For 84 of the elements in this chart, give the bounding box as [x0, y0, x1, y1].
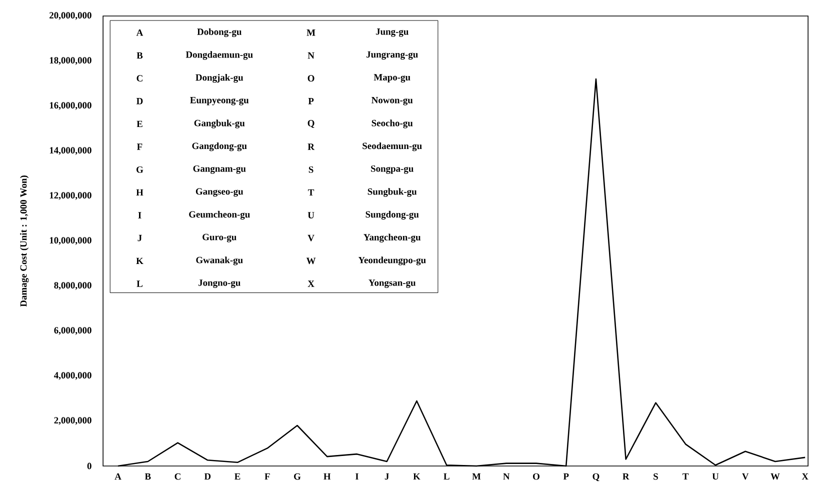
y-tick-label: 10,000,000: [50, 237, 92, 245]
annotation: B: [136, 52, 143, 59]
annotation: L: [136, 280, 142, 287]
annotation: Dongjak-gu: [196, 74, 244, 83]
annotation: Q: [308, 120, 314, 128]
annotation: Gwanak-gu: [196, 256, 243, 266]
annotation: Songpa-gu: [371, 165, 414, 174]
y-tick-label: 18,000,000: [50, 57, 92, 65]
annotation: Geumcheon-gu: [189, 210, 250, 220]
annotation: F: [136, 144, 142, 150]
annotation: Yangcheon-gu: [364, 234, 421, 242]
y-tick-label: 2,000,000: [54, 417, 92, 425]
x-tick-label: S: [654, 473, 658, 480]
annotation: S: [308, 166, 314, 173]
x-tick-label: B: [144, 473, 151, 480]
annotation: Seodaemun-gu: [362, 142, 422, 152]
y-tick-label: 14,000,000: [50, 147, 92, 155]
annotation: X: [308, 280, 314, 287]
annotation: H: [136, 189, 144, 196]
annotation: J: [138, 234, 142, 242]
annotation: Sungbuk-gu: [368, 188, 417, 197]
annotation: E: [136, 120, 142, 128]
annotation: V: [308, 234, 314, 242]
y-tick-label: 4,000,000: [54, 372, 92, 380]
annotation: Mapo-gu: [374, 74, 410, 82]
x-tick-label: K: [413, 473, 420, 480]
annotation: Guro-gu: [202, 234, 236, 242]
annotation: Seocho-gu: [372, 120, 413, 128]
x-tick-label: U: [712, 473, 719, 480]
annotation: Nowon-gu: [372, 96, 413, 106]
annotation: C: [136, 75, 142, 82]
x-tick-label: P: [563, 473, 569, 480]
x-tick-label: T: [682, 473, 689, 480]
x-tick-label: L: [444, 473, 450, 480]
annotation: G: [136, 166, 144, 173]
x-tick-label: A: [114, 473, 122, 480]
annotation: I: [138, 212, 142, 218]
y-tick-label: 16,000,000: [50, 102, 92, 110]
y-tick-label: 8,000,000: [54, 282, 92, 290]
annotation: Jungrang-gu: [366, 51, 418, 60]
annotation: Gangdong-gu: [192, 142, 247, 152]
x-tick-label: I: [355, 473, 359, 480]
annotation: O: [308, 75, 314, 82]
annotation: Gangseo-gu: [196, 188, 244, 197]
x-tick-label: H: [324, 473, 331, 480]
annotation: Gangnam-gu: [193, 165, 246, 174]
y-tick-label: 0: [87, 462, 92, 470]
x-tick-label: O: [533, 473, 540, 480]
annotation: Dobong-gu: [197, 28, 242, 37]
y-axis-title: Damage Cost (Unit : 1,000 Won): [20, 176, 29, 307]
annotation: D: [136, 98, 143, 104]
annotation: P: [308, 98, 314, 104]
x-tick-label: Q: [592, 473, 600, 482]
annotation: Jung-gu: [376, 28, 408, 37]
annotation: Yongsan-gu: [368, 280, 416, 288]
annotation: K: [136, 258, 144, 264]
x-tick-label: G: [294, 473, 301, 480]
annotation: T: [308, 189, 314, 196]
x-tick-label: J: [384, 473, 389, 480]
annotation: N: [308, 52, 314, 59]
x-tick-label: D: [204, 473, 211, 480]
x-tick-label: N: [503, 473, 510, 480]
y-tick-label: 12,000,000: [50, 192, 92, 200]
x-tick-label: E: [234, 473, 240, 480]
x-tick-label: W: [770, 473, 780, 480]
y-tick-label: 6,000,000: [54, 327, 92, 335]
x-tick-label: M: [472, 473, 481, 480]
x-tick-label: X: [802, 473, 808, 480]
annotation: Yeondeungpo-gu: [358, 256, 426, 266]
y-tick-label: 20,000,000: [50, 12, 92, 20]
annotation: U: [308, 212, 314, 218]
annotation: M: [306, 30, 316, 36]
annotation: Sungdong-gu: [366, 210, 419, 220]
x-tick-label: F: [264, 473, 270, 480]
annotation: Dongdaemun-gu: [186, 51, 253, 60]
annotation: W: [306, 258, 316, 264]
x-tick-label: R: [622, 473, 630, 480]
annotation: A: [136, 30, 144, 36]
x-tick-label: V: [742, 473, 749, 480]
annotation: Jongno-gu: [198, 280, 240, 288]
annotation: R: [308, 144, 315, 150]
annotation: Gangbuk-gu: [194, 120, 245, 128]
x-tick-label: C: [174, 473, 180, 480]
annotation: Eunpyeong-gu: [190, 96, 249, 106]
